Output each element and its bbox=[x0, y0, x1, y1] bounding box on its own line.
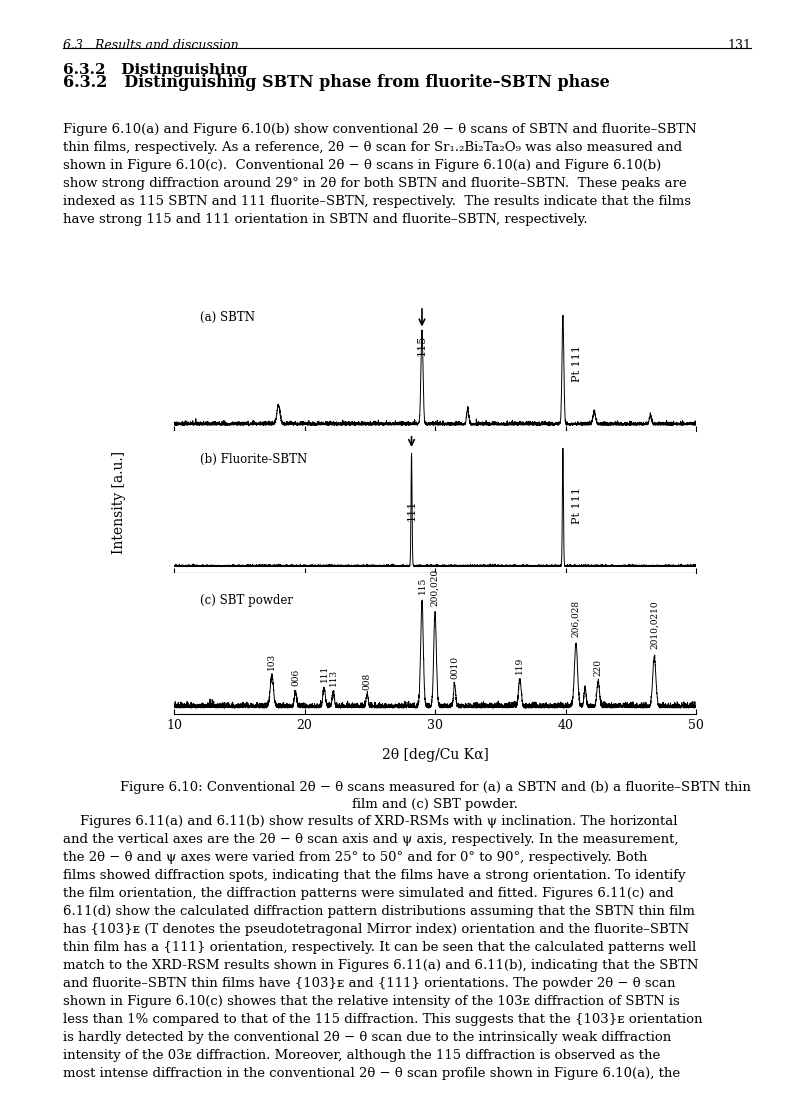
Text: 200,020: 200,020 bbox=[430, 569, 439, 606]
Text: Pt 111: Pt 111 bbox=[571, 487, 581, 523]
Text: 119: 119 bbox=[515, 656, 524, 674]
Text: 111: 111 bbox=[319, 665, 328, 682]
Text: (a) SBTN: (a) SBTN bbox=[200, 311, 255, 325]
Text: 220: 220 bbox=[593, 660, 602, 676]
Text: 113: 113 bbox=[329, 668, 337, 686]
Text: (c) SBT powder: (c) SBT powder bbox=[200, 594, 293, 607]
Text: 0010: 0010 bbox=[450, 655, 458, 679]
Text: Figures 6.11(a) and 6.11(b) show results of XRD-RSMs with ψ inclination. The hor: Figures 6.11(a) and 6.11(b) show results… bbox=[63, 815, 702, 1079]
Text: (b) Fluorite-SBTN: (b) Fluorite-SBTN bbox=[200, 453, 307, 465]
Text: 2θ [deg/Cu Kα]: 2θ [deg/Cu Kα] bbox=[381, 748, 488, 762]
Text: 206,028: 206,028 bbox=[571, 599, 580, 637]
Text: 6.3   Results and discussion: 6.3 Results and discussion bbox=[63, 39, 239, 52]
Text: 111: 111 bbox=[406, 499, 416, 520]
Text: 006: 006 bbox=[291, 668, 299, 686]
Text: 6.3.2   Distinguishing: 6.3.2 Distinguishing bbox=[63, 62, 253, 77]
Text: 115: 115 bbox=[417, 576, 426, 594]
Text: 115: 115 bbox=[416, 335, 427, 356]
Text: 6.3.2   Distinguishing SBTN phase from fluorite–SBTN phase: 6.3.2 Distinguishing SBTN phase from flu… bbox=[63, 74, 609, 90]
Text: 008: 008 bbox=[363, 673, 371, 690]
Text: 2010,0210: 2010,0210 bbox=[649, 600, 658, 650]
Text: 103: 103 bbox=[267, 653, 276, 670]
Text: Figure 6.10: Conventional 2θ − θ scans measured for (a) a SBTN and (b) a fluorit: Figure 6.10: Conventional 2θ − θ scans m… bbox=[119, 781, 750, 811]
Text: Figure 6.10(a) and Figure 6.10(b) show conventional 2θ − θ scans of SBTN and flu: Figure 6.10(a) and Figure 6.10(b) show c… bbox=[63, 123, 696, 225]
Text: Pt 111: Pt 111 bbox=[571, 346, 581, 383]
Text: Intensity [a.u.]: Intensity [a.u.] bbox=[111, 451, 126, 554]
Text: 131: 131 bbox=[727, 39, 750, 52]
